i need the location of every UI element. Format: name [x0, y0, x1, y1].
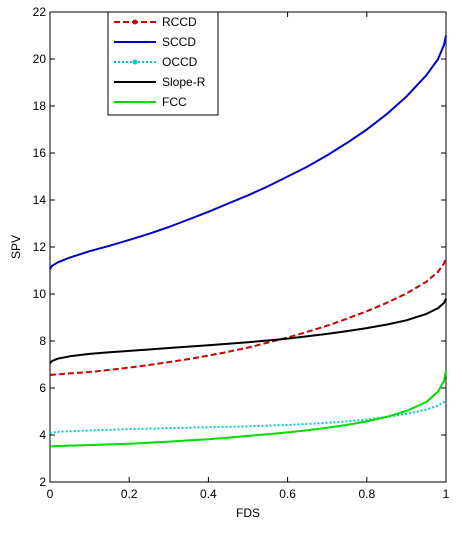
y-tick-label: 6 — [39, 381, 46, 395]
y-tick-label: 4 — [39, 428, 46, 442]
series-line-fcc — [49, 370, 447, 448]
x-tick-label: 0 — [47, 487, 54, 501]
series-layer — [49, 35, 447, 448]
legend-marker-rccd — [132, 19, 138, 25]
x-tick-label: 0.2 — [121, 487, 138, 501]
series-line-occd — [49, 399, 447, 435]
x-axis-label: FDS — [236, 506, 260, 520]
x-tick-label: 1 — [443, 487, 450, 501]
series-line-rccd — [49, 257, 447, 377]
x-tick-label: 0.6 — [279, 487, 296, 501]
x-tick-label: 0.8 — [358, 487, 375, 501]
legend-label-sccd: SCCD — [162, 35, 196, 49]
y-tick-label: 18 — [33, 99, 47, 113]
series-line-slope-r — [49, 298, 447, 364]
y-tick-label: 22 — [33, 5, 47, 19]
y-tick-label: 14 — [33, 193, 47, 207]
y-tick-label: 20 — [33, 52, 47, 66]
legend-label-rccd: RCCD — [162, 15, 197, 29]
y-axis-label: SPV — [9, 235, 23, 259]
y-tick-label: 16 — [33, 146, 47, 160]
y-tick-label: 10 — [33, 287, 47, 301]
x-axis-ticks: 0 0.2 0.4 0.6 0.8 1 — [47, 12, 450, 501]
legend-label-fcc: FCC — [162, 95, 187, 109]
legend-box — [107, 11, 219, 116]
y-axis-ticks: 2 4 6 8 10 12 14 16 18 20 22 — [33, 5, 446, 489]
legend-marker-occd — [132, 59, 138, 65]
legend-label-slope-r: Slope-R — [162, 75, 206, 89]
x-tick-label: 0.4 — [200, 487, 217, 501]
y-tick-label: 2 — [39, 475, 46, 489]
legend: RCCD SCCD OCCD Slope-R FCC — [107, 11, 219, 116]
series-line-sccd — [49, 35, 447, 270]
y-tick-label: 8 — [39, 334, 46, 348]
y-tick-label: 12 — [33, 240, 47, 254]
legend-label-occd: OCCD — [162, 55, 198, 69]
